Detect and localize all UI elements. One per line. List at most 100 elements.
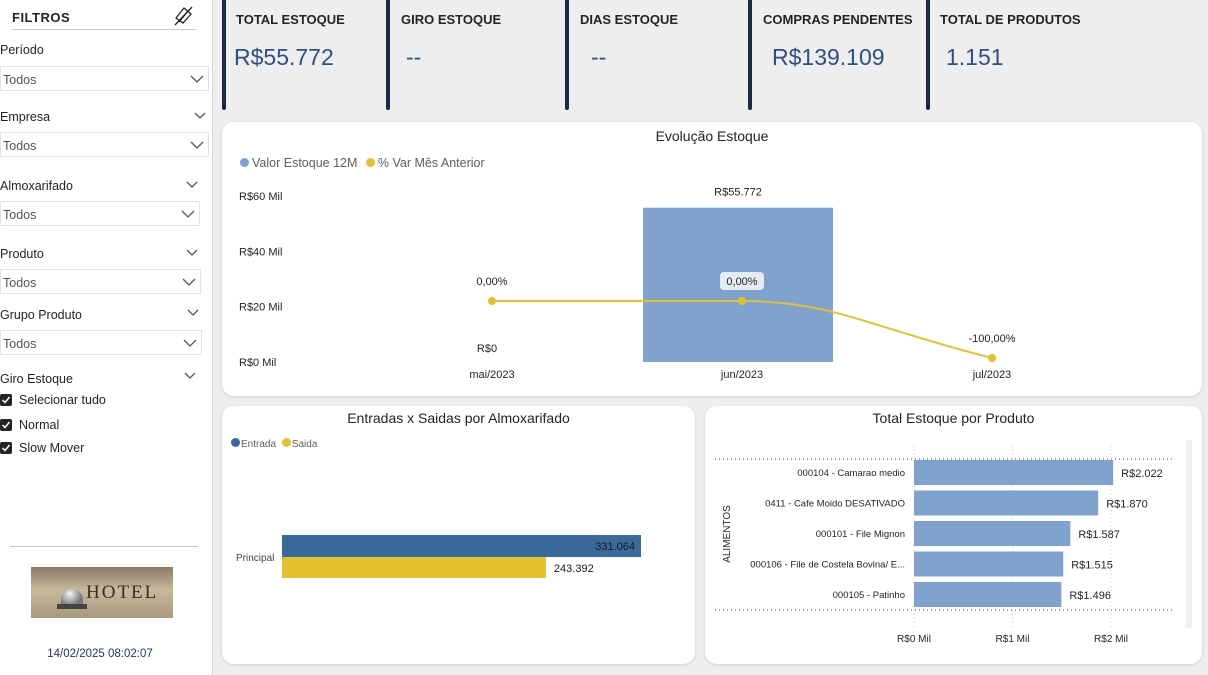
bar-saida — [282, 557, 546, 578]
legend-dot-saida — [281, 438, 291, 447]
chart-legend: Valor Estoque 12M % Var Mês Anterior — [240, 156, 485, 170]
category-label: Principal — [236, 553, 274, 564]
kpi-dias-estoque: DIAS ESTOQUE -- — [565, 0, 745, 110]
chevron-down-icon — [183, 339, 197, 347]
line-point — [988, 354, 996, 362]
dropdown-produto[interactable]: Todos — [0, 269, 201, 294]
bar-produto — [914, 521, 1071, 546]
checkbox-label: Selecionar tudo — [19, 393, 106, 407]
bar-data-label: R$0 — [477, 343, 497, 355]
evolucao-estoque-card: Evolução Estoque Valor Estoque 12M % Var… — [222, 122, 1202, 396]
chevron-down-icon[interactable] — [194, 112, 206, 120]
kpi-value: 1.151 — [946, 44, 1004, 70]
line-point — [488, 297, 496, 305]
chart-title: Total Estoque por Produto — [872, 410, 1035, 426]
eraser-icon[interactable] — [172, 4, 194, 26]
hotel-logo-image: HOTEL — [31, 567, 173, 618]
x-tick-label: R$2 Mil — [1094, 634, 1128, 645]
divider — [10, 546, 198, 547]
bar-produto — [914, 460, 1114, 485]
checkbox-label: Normal — [19, 418, 60, 432]
dropdown-grupo-produto[interactable]: Todos — [0, 330, 202, 355]
chevron-down-icon[interactable] — [184, 372, 196, 380]
slicer-label-grupo-produto: Grupo Produto — [0, 308, 82, 322]
chevron-down-icon[interactable] — [186, 181, 198, 189]
group-label: ALIMENTOS — [722, 505, 733, 563]
hotel-sign: HOTEL — [86, 582, 159, 603]
checkbox-label: Slow Mover — [19, 441, 85, 455]
dropdown-value: Todos — [3, 337, 37, 351]
bar-entrada — [282, 535, 641, 557]
kpi-compras-pendentes: COMPRAS PENDENTES R$139.109 — [748, 0, 923, 110]
entradas-saidas-card: Entradas x Saidas por Almoxarifado Entra… — [222, 406, 695, 664]
total-estoque-produto-card: Total Estoque por Produto R$0 Mil R$1 Mil… — [705, 406, 1202, 664]
chevron-down-icon — [190, 141, 204, 149]
dropdown-almoxarifado[interactable]: Todos — [0, 201, 200, 226]
y-tick-label: R$20 Mil — [239, 302, 282, 314]
chevron-down-icon — [190, 75, 204, 83]
bar-produto — [914, 490, 1099, 516]
slicer-label-produto: Produto — [0, 247, 44, 261]
y-tick-label: R$40 Mil — [239, 246, 282, 258]
kpi-giro-estoque: GIRO ESTOQUE -- — [386, 0, 561, 110]
dropdown-periodo[interactable]: Todos — [0, 66, 209, 91]
line-data-label: 0,00% — [476, 276, 507, 288]
x-tick-label: R$1 Mil — [996, 634, 1030, 645]
chevron-down-icon — [182, 278, 196, 286]
x-tick-label: jul/2023 — [972, 369, 1012, 381]
bar-data-label: 243.392 — [554, 563, 594, 575]
kpi-value: -- — [591, 44, 607, 70]
scrollbar[interactable] — [1186, 440, 1192, 628]
produto-chart-svg: R$0 Mil R$1 Mil R$2 Mil ALIMENTOS 000104 - C… — [715, 446, 1175, 645]
x-tick-label: R$0 Mil — [897, 634, 931, 645]
kpi-value: R$139.109 — [772, 44, 885, 70]
chevron-down-icon — [181, 210, 195, 218]
y-tick-label: R$0 Mil — [239, 357, 276, 369]
chevron-down-icon[interactable] — [187, 309, 199, 317]
chart-title: Evolução Estoque — [655, 128, 769, 144]
kpi-total-estoque: TOTAL ESTOQUE R$55.772 — [222, 0, 382, 110]
legend-dot-entrada — [231, 438, 240, 447]
kpi-accent-bar — [565, 0, 569, 110]
dropdown-value: Todos — [3, 73, 37, 87]
filters-title: FILTROS — [12, 10, 71, 25]
kpi-value: R$55.772 — [234, 44, 334, 70]
x-tick-label: jun/2023 — [720, 369, 763, 381]
checkbox-checked-icon[interactable] — [0, 442, 12, 454]
bar-data-label: R$1.870 — [1106, 499, 1148, 511]
bell-icon — [61, 589, 83, 605]
kpi-accent-bar — [222, 0, 226, 110]
kpi-accent-bar — [926, 0, 930, 110]
chevron-down-icon[interactable] — [186, 249, 198, 257]
legend-label: Entrada — [241, 439, 277, 450]
dropdown-value: Todos — [3, 139, 37, 153]
kpi-title: GIRO ESTOQUE — [401, 12, 502, 27]
legend-label: Valor Estoque 12M — [252, 156, 358, 170]
y-tick-label: R$60 Mil — [239, 191, 282, 203]
dropdown-value: Todos — [3, 208, 37, 222]
evolucao-chart-svg: R$0 Mil R$20 Mil R$40 Mil R$60 Mil mai/2023 j… — [239, 187, 1016, 381]
line-data-label-bg — [720, 272, 764, 290]
kpi-value: -- — [406, 44, 422, 70]
dropdown-empresa[interactable]: Todos — [0, 132, 209, 157]
bar-data-label: 331.064 — [595, 541, 635, 553]
legend-dot-line — [365, 158, 375, 167]
category-label: 000101 - File Mignon — [816, 529, 905, 540]
bar-data-label: R$1.496 — [1069, 590, 1111, 602]
kpi-accent-bar — [748, 0, 752, 110]
bell-base — [57, 604, 87, 609]
checkbox-checked-icon[interactable] — [0, 419, 12, 431]
category-label: 000106 - File de Costela Bovina/ E... — [750, 560, 905, 571]
kpi-title: DIAS ESTOQUE — [580, 12, 679, 27]
kpi-title: COMPRAS PENDENTES — [763, 12, 913, 27]
category-label: 000105 - Patinho — [833, 590, 905, 601]
legend-dot-bar — [240, 158, 249, 167]
checkbox-checked-icon[interactable] — [0, 394, 12, 406]
kpi-title: TOTAL ESTOQUE — [236, 12, 345, 27]
bar-produto — [914, 582, 1062, 607]
category-label: 0411 - Cafe Moido DESATIVADO — [765, 499, 905, 510]
last-update-timestamp: 14/02/2025 08:02:07 — [47, 648, 153, 660]
slicer-label-almoxarifado: Almoxarifado — [0, 179, 73, 193]
kpi-title: TOTAL DE PRODUTOS — [940, 12, 1081, 27]
